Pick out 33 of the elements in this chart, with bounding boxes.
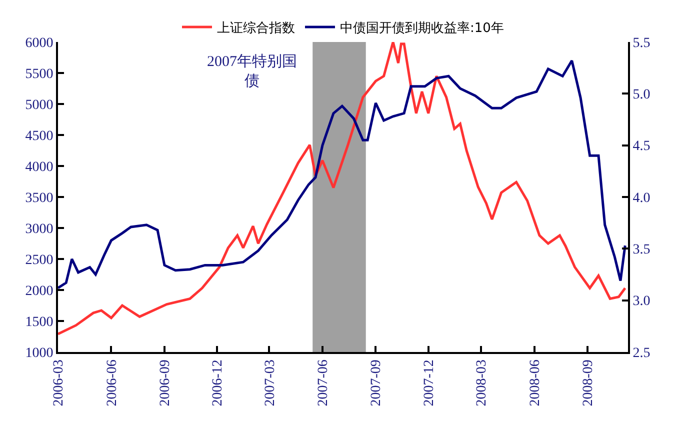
line-series [58,42,626,336]
y2-tick-label: 3.0 [632,294,650,310]
x-tick-label: 2008-09 [581,360,596,406]
y-tick-label: 6000 [25,36,54,51]
x-tick-label: 2006-12 [210,360,226,406]
y2-tick-label: 5.0 [632,88,650,103]
y-tick-label: 3000 [25,222,54,237]
y2-tick-label: 2.5 [632,346,650,361]
band-label: 2007年特别国债 [207,53,297,90]
x-tick-label: 2008-06 [528,360,543,406]
y-tick-label: 2500 [25,252,54,268]
y2-tick-label: 3.5 [632,242,650,258]
y-tick-label: 4500 [25,128,54,144]
y2-tick-label: 4.0 [632,190,650,206]
y-tick-label: 5000 [25,98,54,113]
x-tick-label: 2008-03 [474,360,490,406]
x-tick-label: 2007-06 [316,360,332,406]
y-tick-label: 5500 [25,66,54,82]
x-tick-label: 2007-12 [422,360,437,406]
x-tick-label: 2006-03 [52,360,67,406]
y2-tick-label: 5.5 [632,36,650,51]
y-tick-label: 1000 [25,346,54,361]
x-tick-label: 2006-09 [158,360,174,406]
x-tick-label: 2006-06 [104,360,120,406]
x-tick-label: 2007-09 [369,360,384,406]
legend-label: 上证综合指数 [217,21,295,36]
y-tick-label: 2000 [25,284,54,299]
x-tick-label: 2007-03 [262,360,278,406]
legend-label: 中债国开债到期收益率:10年 [340,20,504,36]
y-tick-label: 1500 [25,314,54,330]
y-tick-label: 4000 [25,160,54,175]
y2-tick-label: 4.5 [632,139,650,154]
y-tick-label: 3500 [25,190,54,206]
